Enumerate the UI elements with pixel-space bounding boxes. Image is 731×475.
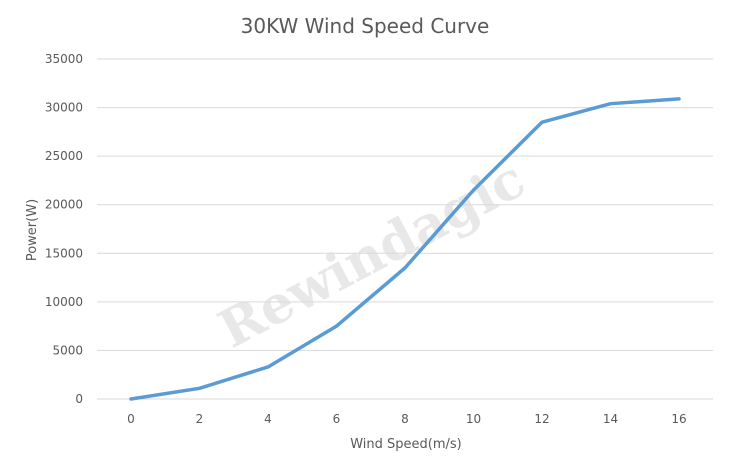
y-tick-label: 0 [75, 392, 83, 406]
x-tick-label: 6 [333, 412, 341, 426]
x-tick-label: 0 [127, 412, 135, 426]
y-tick-label: 10000 [45, 295, 83, 309]
data-point [609, 102, 612, 106]
data-point [266, 365, 270, 369]
x-tick-label: 14 [603, 412, 618, 426]
y-tick-label: 30000 [45, 101, 83, 115]
data-point [335, 324, 338, 328]
y-tick-labels: 0 5000 10000 15000 20000 25000 30000 35000 [45, 52, 83, 406]
x-tick-label: 10 [466, 412, 481, 426]
data-point [472, 188, 475, 192]
x-tick-label: 16 [671, 412, 686, 426]
grid-lines [97, 58, 713, 400]
y-tick-label: 20000 [45, 198, 83, 212]
data-point [540, 120, 544, 124]
y-tick-label: 35000 [45, 52, 83, 66]
y-tick-label: 5000 [52, 343, 83, 357]
series-layer [129, 97, 681, 401]
y-tick-label: 15000 [45, 246, 83, 260]
data-point [403, 266, 407, 270]
data-point [677, 97, 681, 101]
data-point [198, 386, 201, 390]
chart-title: 30KW Wind Speed Curve [241, 14, 490, 38]
x-tick-label: 2 [196, 412, 204, 426]
y-tick-label: 25000 [45, 149, 83, 163]
x-tick-label: 12 [534, 412, 549, 426]
data-point [129, 397, 133, 401]
y-axis-label: Power(W) [25, 199, 40, 261]
x-tick-label: 8 [401, 412, 409, 426]
x-axis-label: Wind Speed(m/s) [350, 437, 462, 452]
x-tick-labels: 0 2 4 6 8 10 12 14 16 [127, 412, 686, 426]
x-tick-label: 4 [264, 412, 272, 426]
